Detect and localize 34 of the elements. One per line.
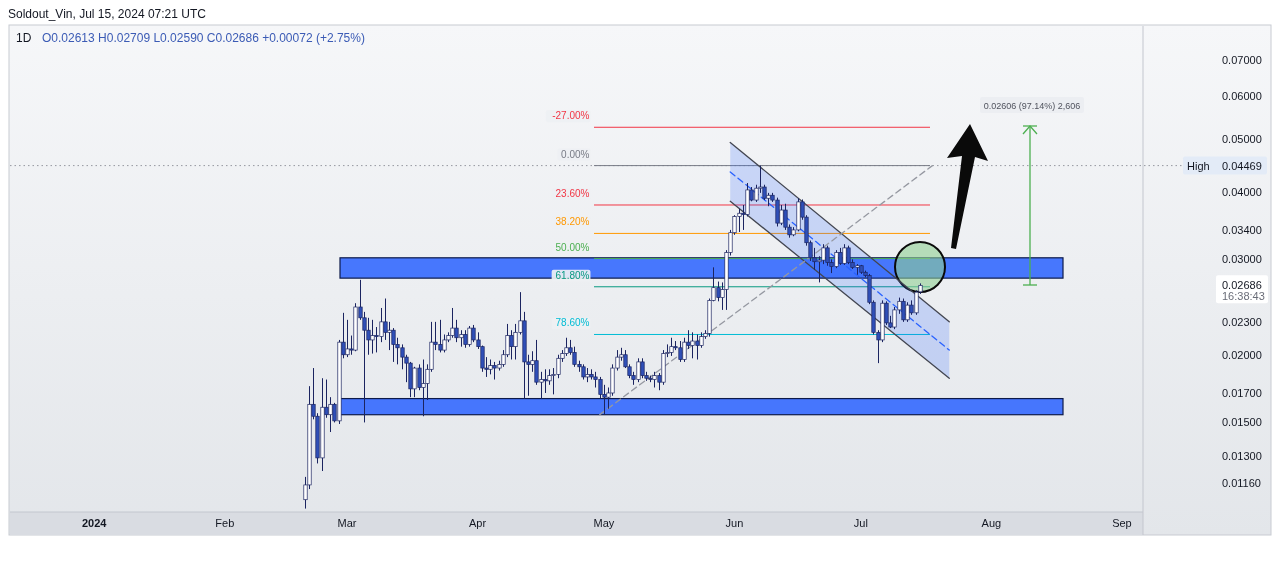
y-tick-label: 0.05000 bbox=[1222, 133, 1262, 146]
y-tick-label: 0.04000 bbox=[1222, 185, 1262, 198]
y-tick-label: 0.01300 bbox=[1222, 450, 1262, 463]
x-tick-label: Jun bbox=[725, 517, 744, 529]
annotation: 23.60% bbox=[555, 188, 590, 199]
y-tick-label: 0.03000 bbox=[1222, 253, 1262, 266]
chart-title: 1D bbox=[16, 31, 32, 45]
x-tick-label: May bbox=[593, 517, 615, 529]
text: Soldout_Vin, Jul 15, 2024 07:21 UTC bbox=[8, 7, 207, 21]
annotation: -27.00% bbox=[552, 110, 590, 122]
x-tick-label: Feb bbox=[215, 517, 235, 529]
y-tick-label: 0.06000 bbox=[1222, 90, 1262, 103]
x-tick-label: Jul bbox=[853, 517, 868, 529]
x-tick-label: 2024 bbox=[82, 517, 108, 529]
y-tick-label: 0.02300 bbox=[1222, 315, 1262, 328]
x-tick-label: Aug bbox=[981, 517, 1002, 529]
y-tick-label: 0.03400 bbox=[1222, 223, 1262, 236]
y-tick-label: 0.01160 bbox=[1222, 476, 1261, 489]
annotation: 61.80% bbox=[555, 269, 590, 281]
x-tick-label: Mar bbox=[337, 517, 357, 529]
annotation: 0.02606 (97.14%) 2,606 bbox=[983, 101, 1081, 111]
annotation: 38.20% bbox=[555, 216, 590, 228]
annotation: 0.00% bbox=[561, 148, 590, 160]
y-tick-label: 0.01700 bbox=[1222, 386, 1262, 399]
x-tick-label: Apr bbox=[468, 517, 487, 529]
y-tick-label: 0.07000 bbox=[1222, 54, 1262, 67]
text: 0.02686 16:38:43 bbox=[1222, 279, 1265, 303]
y-tick-label: 0.01500 bbox=[1222, 416, 1262, 429]
y-tick-label: 0.02000 bbox=[1222, 348, 1262, 361]
ref-line-label: High 0.04469 bbox=[1187, 159, 1262, 172]
annotation: 78.60% bbox=[555, 317, 590, 329]
annotation: 50.00% bbox=[555, 241, 590, 253]
chart-subtitle: O0.02613 H0.02709 L0.02590 C0.02686 +0.00072 (+2.75%) bbox=[42, 31, 365, 45]
x-tick-label: Sep bbox=[1112, 517, 1132, 529]
